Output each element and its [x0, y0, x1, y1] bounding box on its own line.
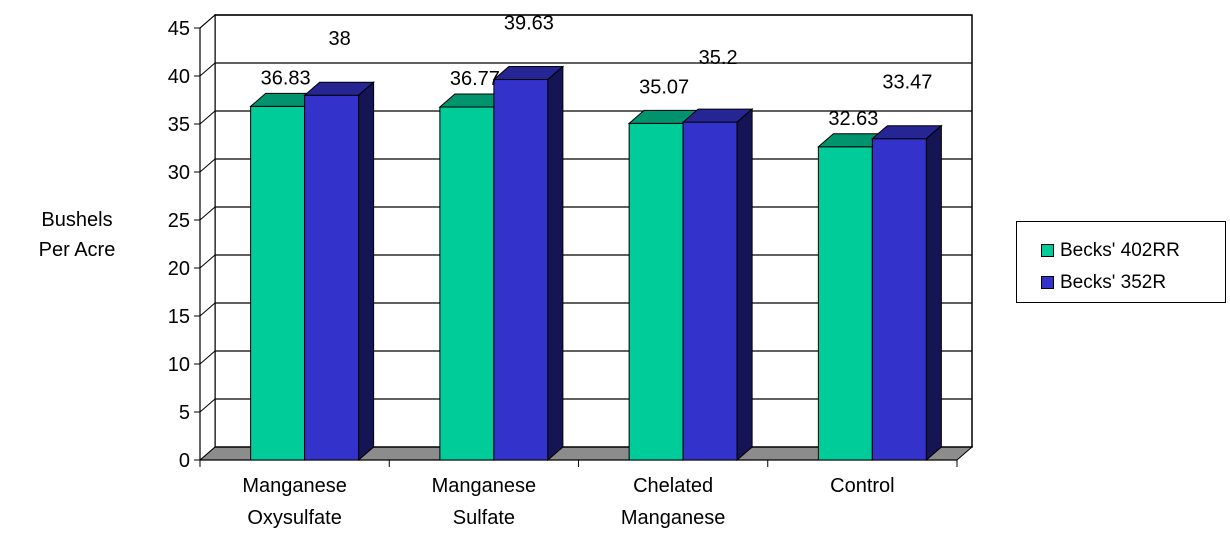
- y-axis-title: Bushels Per Acre: [22, 205, 132, 265]
- x-tick-label-line: Manganese: [242, 475, 347, 497]
- y-tick-label: 45: [168, 18, 190, 40]
- data-label: 36.83: [261, 67, 311, 89]
- gridline-depth: [199, 110, 216, 125]
- data-label: 38: [329, 28, 351, 50]
- gridline-depth: [199, 14, 216, 29]
- legend-label-series-2: Becks' 352R: [1060, 272, 1167, 293]
- data-label: 35.2: [699, 47, 738, 69]
- x-tick-label-line: Oxysulfate: [247, 507, 341, 529]
- data-label: 35.07: [639, 76, 689, 98]
- y-tick-label: 25: [168, 210, 190, 232]
- data-label: 33.47: [882, 72, 932, 94]
- legend-swatch-series-2: [1041, 276, 1054, 289]
- x-tick-label: Control: [830, 475, 894, 497]
- y-tick-label: 35: [168, 114, 190, 136]
- bar-series-1: [628, 122, 684, 461]
- gridline-depth: [199, 158, 216, 173]
- bar-series-2: [682, 121, 738, 461]
- bar-series-2: [871, 138, 927, 461]
- y-axis-title-line-2: Per Acre: [38, 239, 116, 261]
- bar-series-1: [250, 105, 306, 461]
- x-tick-label-line: Chelated: [633, 475, 713, 497]
- x-axis: Manganese Oxysulfate Manganese Sulfate Chela…: [199, 459, 958, 529]
- data-label: 39.63: [504, 13, 554, 35]
- y-axis: 0 5 10 15 20 25 30 35 40 45: [168, 18, 201, 472]
- x-tick-label-line: Manganese: [432, 475, 537, 497]
- bar-series-2: [304, 94, 360, 461]
- side-wall: [199, 13, 216, 462]
- data-label: 32.63: [828, 108, 878, 130]
- y-tick-label: 10: [168, 354, 190, 376]
- x-tick-label-line: Sulfate: [453, 507, 515, 529]
- gridline-depth: [199, 350, 216, 365]
- y-tick-label: 20: [168, 258, 190, 280]
- y-tick-label: 40: [168, 66, 190, 88]
- bar-side: [547, 65, 564, 462]
- bar-series-2: [493, 79, 549, 461]
- x-tick-label: Chelated Manganese: [621, 475, 726, 529]
- y-tick-label: 5: [179, 402, 190, 424]
- gridline-depth: [199, 398, 216, 413]
- data-label: 36.77: [450, 68, 500, 90]
- x-tick-label: Manganese Oxysulfate: [242, 475, 347, 529]
- y-tick-label: 30: [168, 162, 190, 184]
- gridline-depth: [199, 254, 216, 269]
- bar-side: [736, 107, 753, 462]
- legend: Becks' 402RR Becks' 352R: [1016, 221, 1226, 303]
- x-tick-label-line: Control: [830, 475, 894, 497]
- legend-label-series-1: Becks' 402RR: [1060, 240, 1180, 261]
- bar-series-1: [817, 146, 873, 461]
- y-axis-title-line-1: Bushels: [41, 209, 113, 231]
- bars: [249, 65, 943, 462]
- x-tick-label: Manganese Sulfate: [432, 475, 537, 529]
- bar-side: [358, 81, 375, 462]
- legend-swatch-series-1: [1041, 244, 1054, 257]
- y-tick-label: 0: [179, 450, 190, 472]
- gridline-depth: [199, 302, 216, 317]
- x-tick-label-line: Manganese: [621, 507, 726, 529]
- y-tick-label: 15: [168, 306, 190, 328]
- bar-side: [925, 124, 942, 462]
- gridline-depth: [199, 62, 216, 77]
- bar-series-1: [439, 106, 495, 461]
- gridline-depth: [199, 206, 216, 221]
